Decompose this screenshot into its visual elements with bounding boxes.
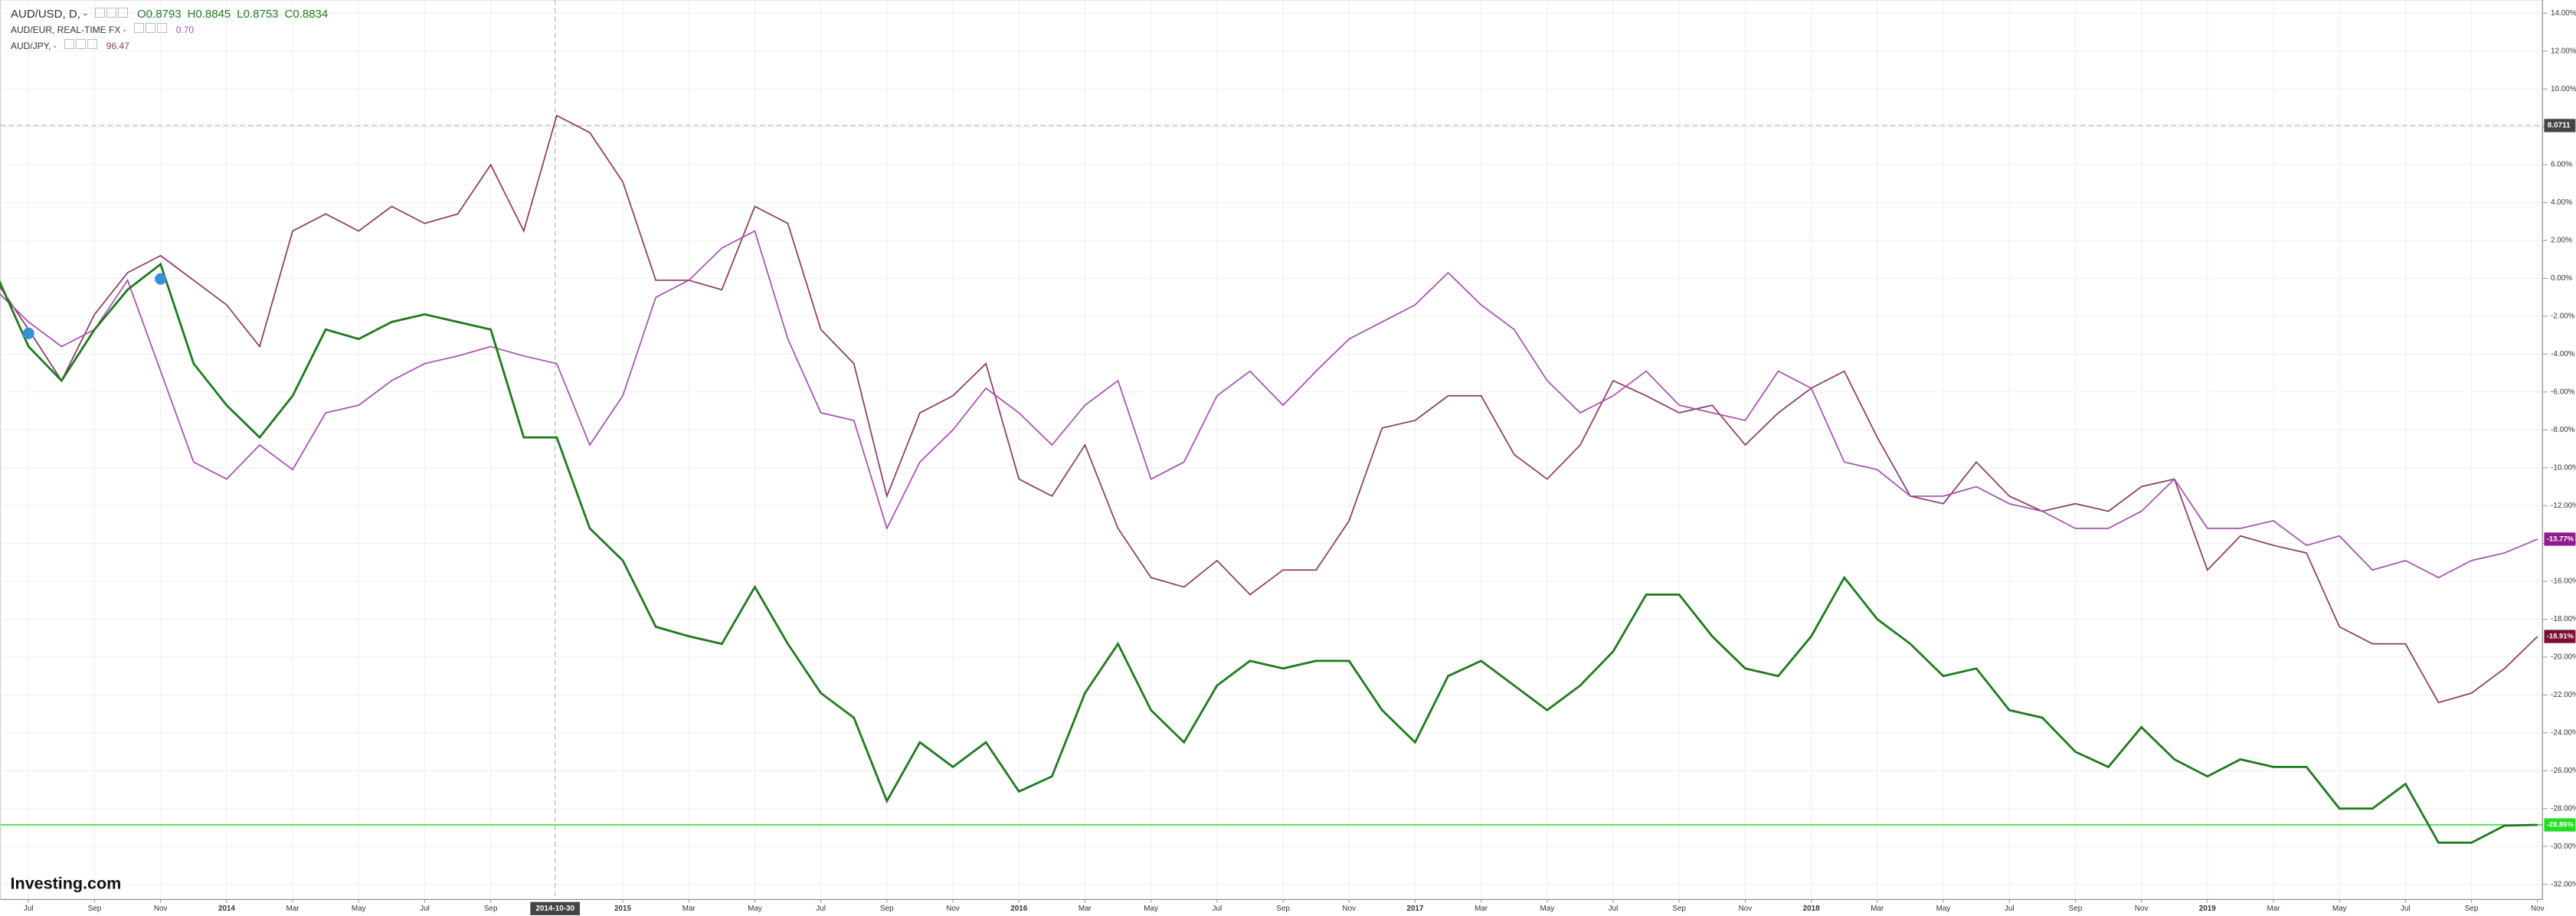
x-tick-label: Sep (484, 905, 498, 913)
event-marker[interactable] (22, 327, 34, 339)
x-tick-label: Nov (2135, 905, 2149, 913)
y-tick-label: -22.00% (2551, 691, 2576, 699)
ohlc-value: H0.8845 (187, 8, 231, 21)
x-tick-label: Nov (1342, 905, 1356, 913)
x-tick-label: Sep (1276, 905, 1290, 913)
legend-row: AUD/USD, D, - O0.8793 H0.8845 L0.8753 C0.88… (11, 6, 334, 22)
x-tick-label: Jul (24, 905, 34, 913)
watermark: Investing.com (11, 875, 122, 893)
x-tick-label: Jul (2005, 905, 2015, 913)
last-value-box (2544, 532, 2576, 546)
y-tick-label: -26.00% (2551, 767, 2576, 775)
x-tick-label: Jul (420, 905, 430, 913)
ohlc-value: L0.8753 (237, 8, 279, 21)
x-tick-label: Sep (2069, 905, 2083, 913)
last-value-label: -13.77% (2547, 535, 2574, 543)
legend-row: AUD/JPY, - 96.47 (11, 38, 334, 54)
last-value-box (2544, 818, 2576, 832)
x-tick-label: Mar (1871, 905, 1884, 913)
x-tick-label: Sep (88, 905, 102, 913)
x-tick-label: May (352, 905, 366, 913)
quote: 96.47 (106, 41, 129, 51)
series-line (0, 262, 2538, 844)
plot-area (0, 0, 2543, 900)
x-tick-label: Mar (682, 905, 696, 913)
x-tick-label: Mar (1079, 905, 1092, 913)
series-line (0, 114, 2538, 704)
y-tick-label: 6.00% (2551, 161, 2572, 169)
x-tick-label: Mar (2267, 905, 2280, 913)
x-tick-label: Jul (816, 905, 826, 913)
crosshair-x-box (530, 901, 581, 915)
icons (133, 22, 169, 38)
last-value-box (2544, 630, 2576, 643)
last-value-label: -18.91% (2547, 633, 2574, 641)
x-tick-label: Nov (1739, 905, 1753, 913)
x-tick-label: 2018 (1803, 905, 1821, 913)
y-tick-label: -18.00% (2551, 615, 2576, 623)
x-tick-label: Jul (1213, 905, 1223, 913)
y-tick-label: -2.00% (2551, 312, 2575, 321)
legend-entry[interactable]: AUD/EUR, REAL-TIME FX - (11, 25, 126, 35)
x-tick-label: May (2332, 905, 2347, 913)
y-tick-label: -32.00% (2551, 880, 2576, 888)
y-tick-label: 2.00% (2551, 237, 2572, 245)
y-tick-label: -8.00% (2551, 426, 2575, 434)
x-tick-label: 2014 (218, 905, 236, 913)
x-tick-label: May (748, 905, 762, 913)
quote: 0.70 (175, 25, 195, 35)
x-tick-label: Nov (946, 905, 960, 913)
x-tick-label: Jul (2401, 905, 2411, 913)
y-tick-label: -28.00% (2551, 804, 2576, 813)
event-marker[interactable] (155, 273, 167, 285)
x-tick-label: 2019 (2199, 905, 2217, 913)
legend: AUD/USD, D, - O0.8793 H0.8845 L0.8753 C0.88… (11, 6, 334, 54)
x-tick-label: Mar (286, 905, 300, 913)
y-tick-label: 12.00% (2551, 47, 2576, 55)
x-tick-label: Sep (2465, 905, 2479, 913)
crosshair-y-label: 8.0711 (2548, 122, 2571, 130)
icons (64, 38, 99, 54)
legend-row: AUD/EUR, REAL-TIME FX - 0.70 (11, 22, 334, 38)
crosshair-x-label: 2014-10-30 (535, 905, 574, 913)
y-tick-label: -6.00% (2551, 388, 2575, 396)
grid (0, 0, 2543, 900)
x-tick-label: Nov (154, 905, 168, 913)
legend-entry[interactable]: AUD/USD, D, - (11, 8, 88, 21)
ohlc: O0.8793 H0.8845 L0.8753 C0.8834 (137, 6, 334, 22)
y-tick-label: 10.00% (2551, 85, 2576, 93)
x-tick-label: Nov (2531, 905, 2545, 913)
x-tick-label: Jul (1609, 905, 1619, 913)
x-tick-label: May (1540, 905, 1554, 913)
x-tick-label: Mar (1475, 905, 1488, 913)
icons (95, 6, 129, 22)
x-tick-label: Sep (1672, 905, 1686, 913)
x-tick-label: May (1936, 905, 1951, 913)
x-tick-label: 2017 (1406, 905, 1424, 913)
series-line (0, 230, 2538, 579)
crosshair-y-box (2544, 119, 2576, 132)
last-value-label: -28.86% (2547, 821, 2574, 829)
y-tick-label: -20.00% (2551, 653, 2576, 662)
y-tick-label: 4.00% (2551, 198, 2572, 207)
x-tick-label: Sep (880, 905, 894, 913)
y-tick-label: -30.00% (2551, 842, 2576, 851)
x-tick-label: 2016 (1010, 905, 1028, 913)
series-lines (0, 114, 2538, 844)
x-tick-label: 2015 (614, 905, 632, 913)
y-tick-label: 14.00% (2551, 9, 2576, 18)
y-tick-label: -12.00% (2551, 502, 2576, 510)
y-tick-label: -10.00% (2551, 463, 2576, 472)
x-tick-label: May (1144, 905, 1158, 913)
y-tick-label: -24.00% (2551, 728, 2576, 737)
ohlc-value: C0.8834 (284, 8, 329, 21)
legend-entry[interactable]: AUD/JPY, - (11, 41, 57, 51)
y-tick-label: -16.00% (2551, 577, 2576, 586)
y-tick-label: -4.00% (2551, 350, 2575, 358)
y-tick-label: 0.00% (2551, 274, 2572, 283)
ohlc-value: O0.8793 (137, 8, 182, 21)
